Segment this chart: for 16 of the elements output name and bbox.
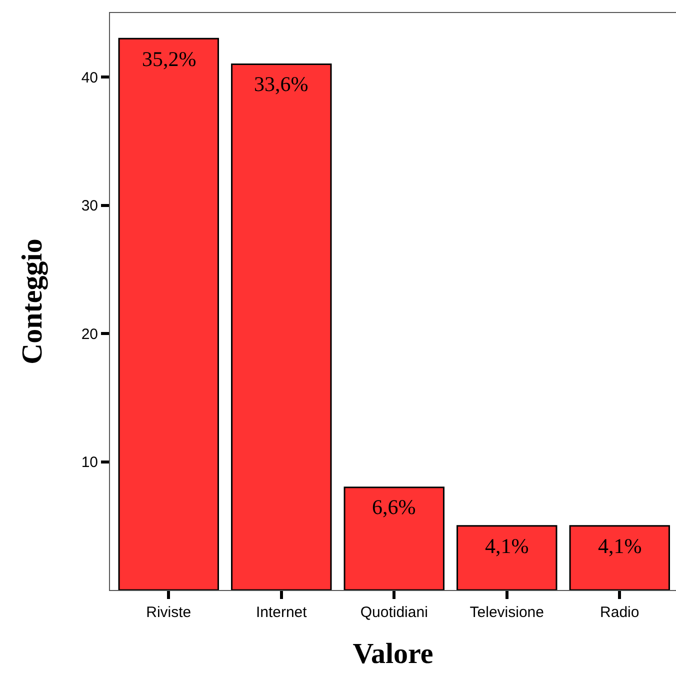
x-tick-label: Riviste (146, 604, 192, 621)
y-tick-label: 40 (81, 69, 98, 86)
x-tick-label: Internet (256, 604, 308, 621)
annotation: 33,6% (254, 72, 308, 96)
x-tick-label: Televisione (470, 604, 544, 621)
y-tick-label: 20 (81, 326, 98, 343)
x-tick-label: Radio (600, 604, 640, 621)
x-axis-title: Valore (352, 638, 434, 670)
annotation: 35,2% (142, 47, 196, 71)
annotation: 4,1% (598, 534, 642, 558)
annotation: 6,6% (372, 495, 416, 519)
annotation: 4,1% (485, 534, 529, 558)
y-axis-title: Conteggio (16, 238, 49, 364)
y-tick-label: 30 (81, 198, 98, 215)
x-tick-label: Quotidiani (360, 604, 428, 621)
y-tick-label: 10 (81, 454, 98, 472)
